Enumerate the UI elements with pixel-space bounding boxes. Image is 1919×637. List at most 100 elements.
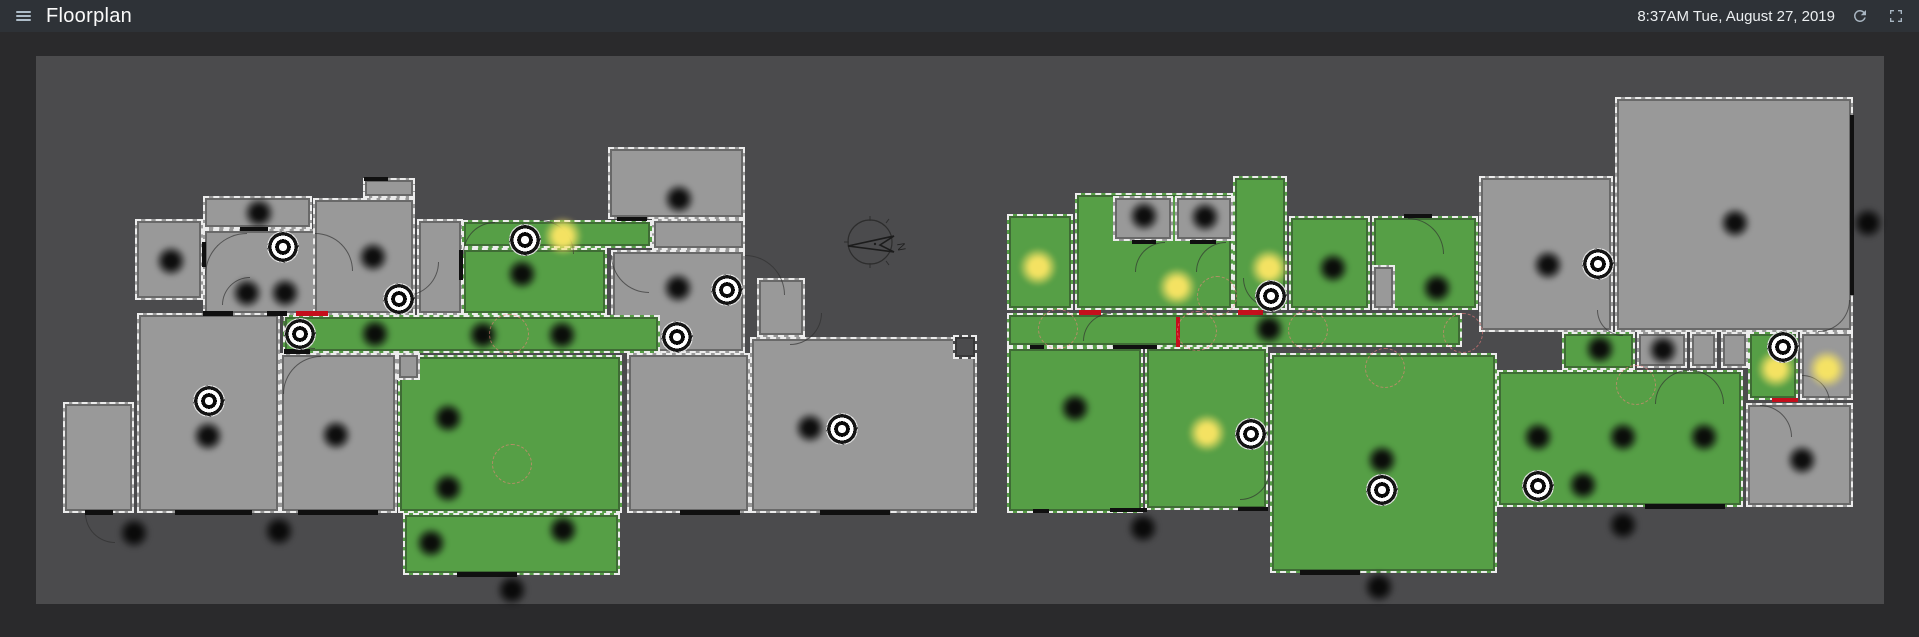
occupancy-dot bbox=[505, 257, 539, 291]
room[interactable] bbox=[63, 402, 134, 513]
occupancy-dot bbox=[1606, 508, 1640, 542]
door-sill bbox=[457, 572, 517, 577]
red-target-icon[interactable] bbox=[492, 444, 532, 484]
room[interactable] bbox=[397, 353, 420, 380]
occupancy-dot bbox=[661, 271, 695, 305]
door-sill bbox=[1030, 345, 1044, 349]
door-sill bbox=[1645, 504, 1725, 509]
door-sill bbox=[267, 311, 287, 316]
door-sill bbox=[1850, 115, 1854, 295]
light-glow bbox=[1186, 412, 1228, 454]
room[interactable] bbox=[1721, 332, 1748, 368]
top-bar: Floorplan 8:37AM Tue, August 27, 2019 bbox=[0, 0, 1919, 32]
white-target-icon[interactable] bbox=[193, 385, 225, 417]
red-target-icon[interactable] bbox=[1616, 365, 1656, 405]
light-glow bbox=[542, 215, 584, 257]
room[interactable] bbox=[953, 335, 977, 359]
red-door-sill bbox=[1238, 310, 1263, 315]
occupancy-dot bbox=[1126, 511, 1160, 545]
door-sill bbox=[202, 242, 206, 267]
occupancy-dot bbox=[1362, 570, 1396, 604]
door-sill bbox=[1300, 570, 1360, 575]
room[interactable] bbox=[750, 337, 977, 513]
occupancy-dot bbox=[1785, 443, 1819, 477]
occupancy-dot bbox=[431, 401, 465, 435]
occupancy-dot bbox=[793, 411, 827, 445]
door-sill bbox=[617, 217, 647, 221]
red-target-icon[interactable] bbox=[1365, 348, 1405, 388]
door-sill bbox=[1110, 508, 1147, 512]
door-sill bbox=[284, 349, 310, 354]
occupancy-dot bbox=[1606, 420, 1640, 454]
red-target-icon[interactable] bbox=[489, 314, 529, 354]
red-target-icon[interactable] bbox=[1197, 276, 1237, 316]
occupancy-dot bbox=[545, 318, 579, 352]
hamburger-menu-button[interactable] bbox=[8, 3, 38, 29]
white-target-icon[interactable] bbox=[383, 283, 415, 315]
red-target-icon[interactable] bbox=[1288, 310, 1328, 350]
white-target-icon[interactable] bbox=[711, 274, 743, 306]
datetime-label: 8:37AM Tue, August 27, 2019 bbox=[1637, 7, 1835, 25]
room[interactable] bbox=[652, 219, 745, 250]
refresh-button[interactable] bbox=[1849, 5, 1871, 27]
occupancy-dot bbox=[1687, 420, 1721, 454]
room[interactable] bbox=[1007, 347, 1143, 513]
door-sill bbox=[1113, 345, 1157, 349]
white-target-icon[interactable] bbox=[1767, 331, 1799, 363]
light-glow bbox=[1017, 246, 1059, 288]
light-glow bbox=[1156, 266, 1198, 308]
room[interactable] bbox=[1007, 313, 1462, 347]
compass-north-label: N bbox=[894, 242, 907, 252]
red-door-sill bbox=[296, 311, 328, 316]
occupancy-dot bbox=[414, 526, 448, 560]
occupancy-dot bbox=[1127, 199, 1161, 233]
white-target-icon[interactable] bbox=[1522, 470, 1554, 502]
white-target-icon[interactable] bbox=[267, 231, 299, 263]
occupancy-dot bbox=[1252, 312, 1286, 346]
compass-icon: N bbox=[844, 216, 907, 268]
occupancy-dot bbox=[1365, 443, 1399, 477]
red-door-sill bbox=[1079, 310, 1101, 315]
occupancy-dot bbox=[191, 419, 225, 453]
white-target-icon[interactable] bbox=[1255, 280, 1287, 312]
light-glow bbox=[1806, 348, 1848, 390]
occupancy-dot bbox=[1521, 420, 1555, 454]
occupancy-dot bbox=[495, 573, 529, 607]
occupancy-dot bbox=[662, 182, 696, 216]
white-target-icon[interactable] bbox=[509, 224, 541, 256]
door-sill bbox=[175, 510, 252, 515]
occupancy-dot bbox=[262, 514, 296, 548]
white-target-icon[interactable] bbox=[1582, 248, 1614, 280]
room[interactable] bbox=[1690, 332, 1717, 368]
occupancy-dot bbox=[1316, 251, 1350, 285]
room[interactable] bbox=[1372, 265, 1395, 310]
occupancy-dot bbox=[319, 418, 353, 452]
red-target-icon[interactable] bbox=[1177, 311, 1217, 351]
door-sill bbox=[1404, 214, 1432, 218]
hamburger-icon bbox=[15, 9, 31, 23]
door-sill bbox=[1238, 507, 1268, 511]
white-target-icon[interactable] bbox=[826, 413, 858, 445]
door-sill bbox=[1033, 509, 1049, 513]
white-target-icon[interactable] bbox=[1235, 418, 1267, 450]
occupancy-dot bbox=[546, 513, 580, 547]
door-sill bbox=[203, 311, 233, 316]
red-target-icon[interactable] bbox=[1443, 313, 1483, 353]
white-target-icon[interactable] bbox=[284, 318, 316, 350]
white-target-icon[interactable] bbox=[1366, 474, 1398, 506]
red-target-icon[interactable] bbox=[1038, 309, 1078, 349]
door-arc-icon bbox=[85, 513, 115, 543]
occupancy-dot bbox=[1420, 271, 1454, 305]
refresh-icon bbox=[1853, 9, 1866, 22]
occupancy-dot bbox=[1851, 206, 1885, 240]
occupancy-dot bbox=[230, 276, 264, 310]
fullscreen-button[interactable] bbox=[1885, 5, 1907, 27]
door-sill bbox=[1132, 240, 1156, 244]
occupancy-dot bbox=[154, 244, 188, 278]
room[interactable] bbox=[627, 353, 750, 513]
door-sill bbox=[459, 250, 463, 280]
white-target-icon[interactable] bbox=[661, 321, 693, 353]
room[interactable] bbox=[363, 178, 415, 198]
door-sill bbox=[364, 177, 388, 181]
occupancy-dot bbox=[1058, 391, 1092, 425]
